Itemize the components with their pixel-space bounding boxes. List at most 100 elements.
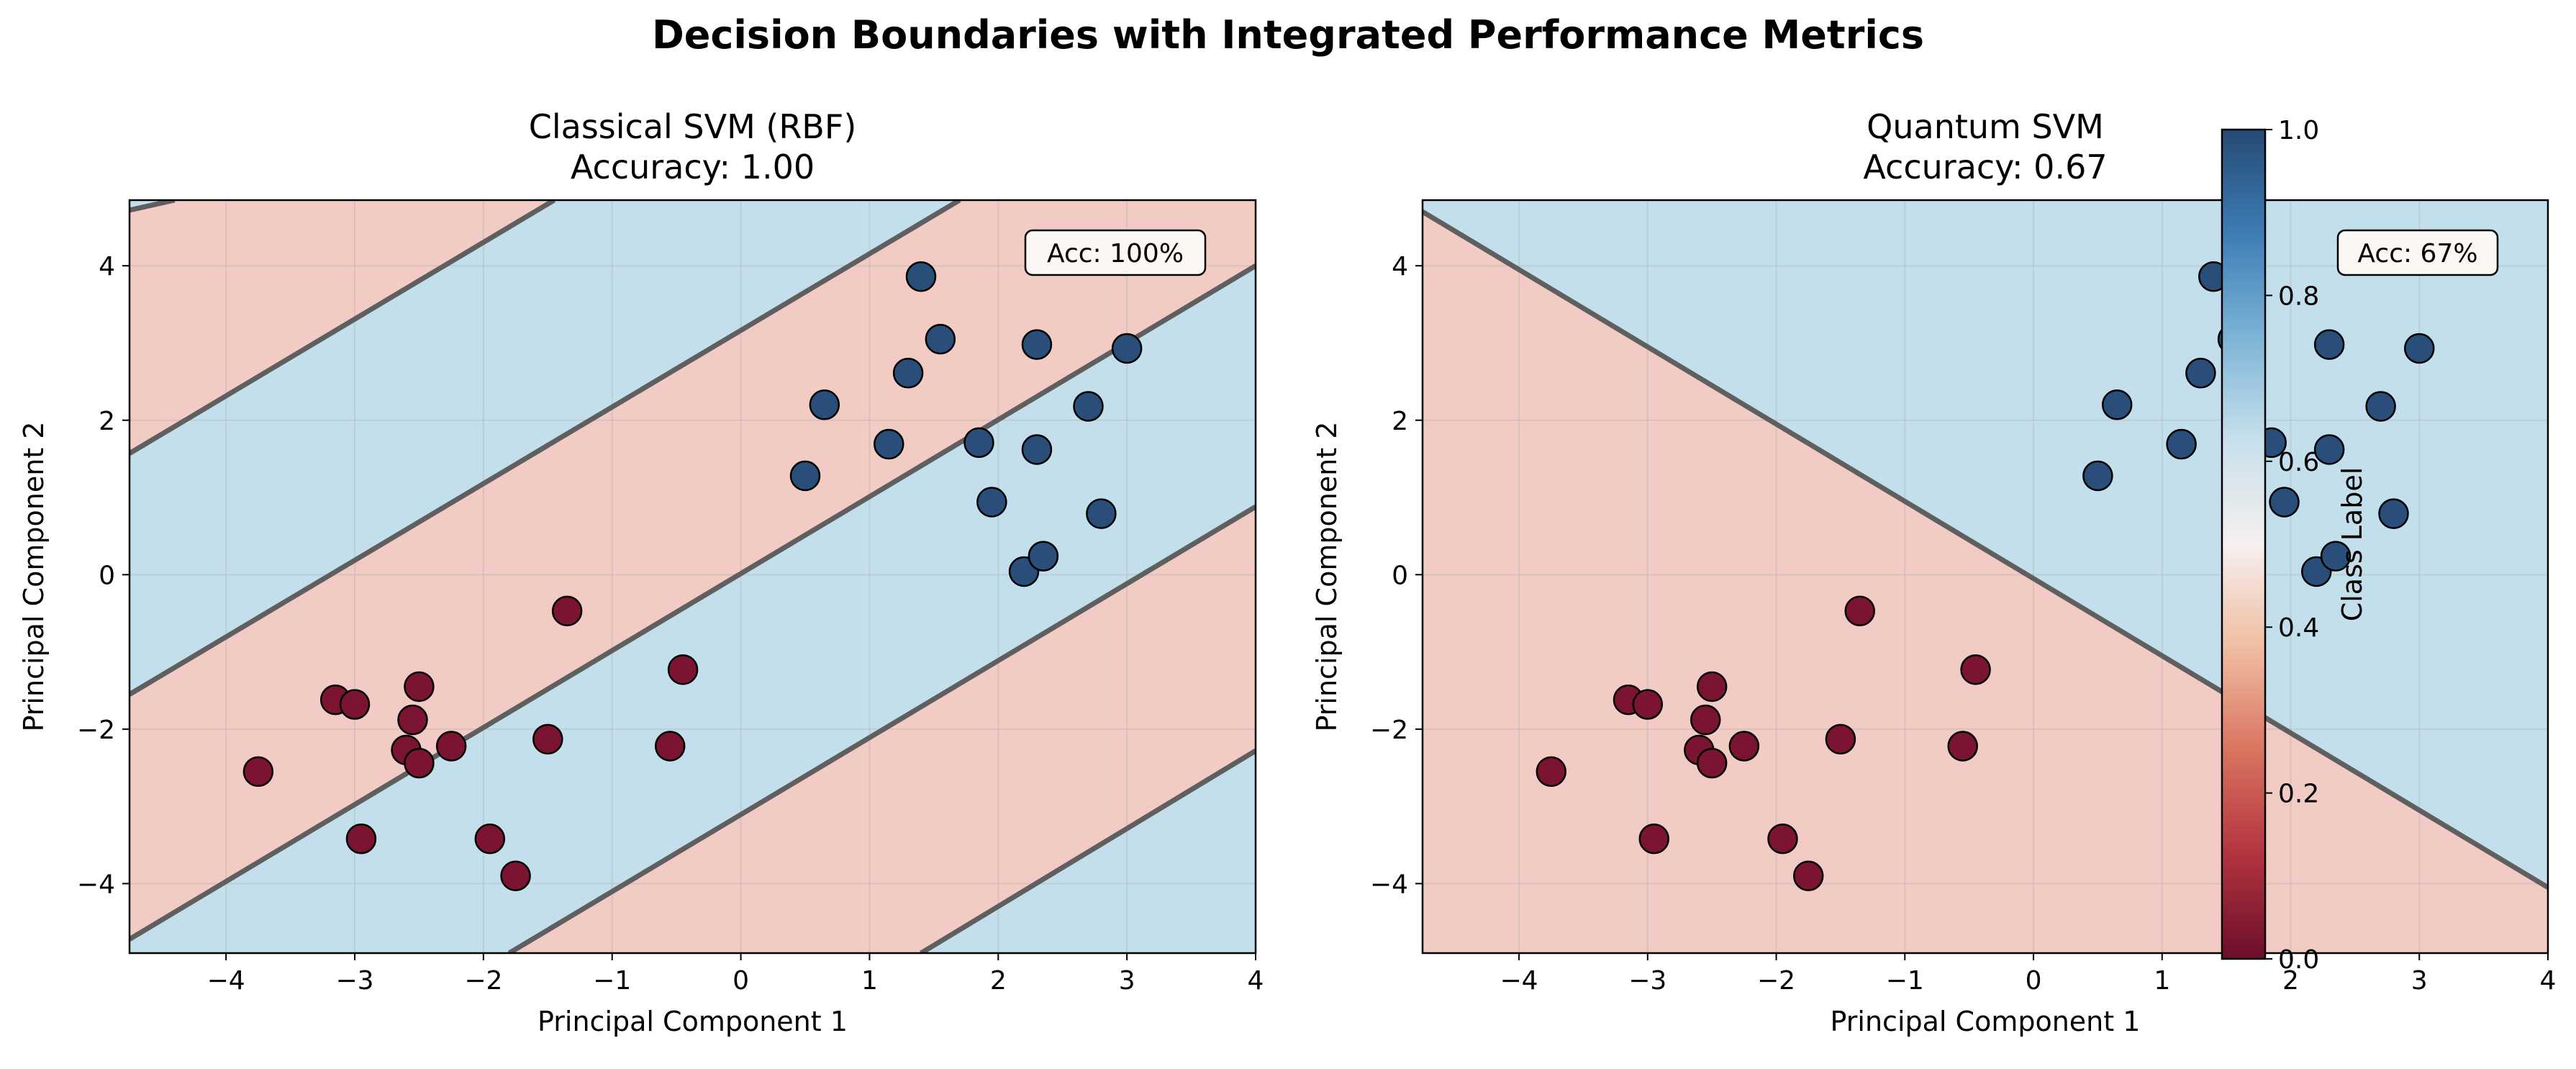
x-tick-label: −3 <box>335 966 373 996</box>
panel-title: Quantum SVM <box>1867 107 2104 146</box>
y-tick-label: −2 <box>77 716 115 745</box>
y-tick-label: 0 <box>1392 561 1408 590</box>
data-point-class1 <box>2166 428 2197 460</box>
colorbar-tick-label: 0.8 <box>2278 281 2319 311</box>
colorbar-label: Class Label <box>2336 467 2368 622</box>
y-axis-label: Principal Component 2 <box>18 422 50 732</box>
axes-frame <box>1421 199 2549 955</box>
colorbar-tick-label: 0.0 <box>2278 945 2319 975</box>
axes-frame <box>128 199 1257 955</box>
panel-title: Classical SVM (RBF) <box>529 107 857 146</box>
decision-boundary <box>130 200 176 213</box>
data-point-class0 <box>1690 704 1721 736</box>
accuracy-annotation-box <box>1024 229 1207 276</box>
x-tick-label: 0 <box>733 966 749 996</box>
data-point-class1 <box>976 487 1007 518</box>
data-point-class1 <box>2269 487 2300 518</box>
y-tick-label: 4 <box>99 252 115 281</box>
data-point-class0 <box>242 756 274 788</box>
decision-boundary <box>920 748 1256 953</box>
data-point-class0 <box>1844 595 1875 626</box>
x-tick-label: 2 <box>990 966 1007 996</box>
data-point-class1 <box>2082 460 2113 492</box>
colorbar-tick-label: 0.4 <box>2278 613 2319 643</box>
data-point-class0 <box>1638 823 1669 854</box>
data-point-class1 <box>2365 391 2396 422</box>
data-point-class0 <box>345 823 377 854</box>
x-tick-label: −3 <box>1628 966 1666 996</box>
data-point-class1 <box>809 389 840 420</box>
x-tick-label: 3 <box>2411 966 2428 996</box>
data-point-class0 <box>532 723 563 755</box>
colorbar-gradient <box>2221 128 2267 960</box>
x-axis-label: Principal Component 1 <box>538 1006 848 1037</box>
y-tick-label: 2 <box>99 407 115 436</box>
data-point-class0 <box>1728 731 1760 762</box>
x-tick-label: 0 <box>2026 966 2042 996</box>
data-point-class0 <box>1696 671 1728 703</box>
panel-subtitle: Accuracy: 0.67 <box>1863 148 2107 186</box>
data-point-class0 <box>404 747 435 779</box>
data-point-class1 <box>2378 498 2409 529</box>
accuracy-annotation: Acc: 67% <box>2357 239 2477 269</box>
colorbar-tick-label: 1.0 <box>2278 116 2319 145</box>
colorbar-tick-label: 0.6 <box>2278 448 2319 477</box>
data-point-class1 <box>2101 389 2133 420</box>
x-tick-label: 3 <box>1119 966 1135 996</box>
y-tick-label: 2 <box>1392 407 1408 436</box>
data-point-class0 <box>1792 860 1824 891</box>
plot-panels: −4 −3 −2 −1 0 1 2 3 4 −4 −2 0 2 4 Principal Component … <box>18 107 2556 1037</box>
data-point-class1 <box>1073 391 1104 422</box>
decision-boundary <box>130 200 556 456</box>
panel-subtitle: Accuracy: 1.00 <box>571 148 815 186</box>
data-point-class1 <box>1021 329 1053 360</box>
plot-area <box>130 200 1256 953</box>
y-axis-label: Principal Component 2 <box>1311 422 1343 732</box>
colorbar-tick-label: 0.2 <box>2278 780 2319 809</box>
y-tick-label: 0 <box>99 561 115 590</box>
data-point-class0 <box>500 860 531 891</box>
data-point-class1 <box>2320 541 2351 572</box>
data-point-class0 <box>654 731 686 762</box>
data-point-class1 <box>789 460 821 492</box>
data-point-class1 <box>963 427 994 459</box>
data-point-class1 <box>2313 329 2345 360</box>
y-tick-label: −4 <box>1370 870 1408 899</box>
accuracy-annotation-box <box>2336 229 2499 276</box>
data-point-class1 <box>2404 333 2435 364</box>
data-point-class0 <box>474 823 506 854</box>
x-tick-label: 4 <box>1248 966 1264 996</box>
x-tick-label: 1 <box>2154 966 2170 996</box>
data-point-class0 <box>1825 723 1856 755</box>
data-point-class1 <box>1111 333 1143 364</box>
x-tick-label: 1 <box>861 966 878 996</box>
x-tick-label: −2 <box>1757 966 1795 996</box>
data-point-class1 <box>1028 541 1059 572</box>
x-tick-label: −1 <box>593 966 631 996</box>
data-point-class0 <box>1960 654 1991 685</box>
x-tick-label: 4 <box>2540 966 2557 996</box>
data-point-class1 <box>925 323 956 355</box>
data-point-class1 <box>874 428 904 460</box>
data-point-class0 <box>339 689 371 720</box>
y-tick-label: 4 <box>1392 252 1408 281</box>
x-axis-label: Principal Component 1 <box>1831 1006 2141 1037</box>
plot-area <box>1423 200 2548 953</box>
x-tick-label: −4 <box>207 966 245 996</box>
data-point-class1 <box>1021 434 1053 465</box>
data-point-class0 <box>397 704 428 736</box>
data-point-class0 <box>1536 756 1566 788</box>
data-point-class1 <box>2185 358 2216 389</box>
colorbar: 0.0 0.2 0.4 0.6 0.8 1.0 Class Label <box>2221 116 2368 975</box>
plot-panel-1: −4 −3 −2 −1 0 1 2 3 4 −4 −2 0 2 4 Principal Component … <box>18 107 1264 1037</box>
data-point-class0 <box>1696 747 1728 779</box>
x-tick-label: −4 <box>1500 966 1538 996</box>
x-tick-label: −1 <box>1886 966 1924 996</box>
data-point-class1 <box>905 261 937 292</box>
plot-panel-2: −4 −3 −2 −1 0 1 2 3 4 −4 −2 0 2 4 Principal Component … <box>1311 107 2556 1037</box>
data-point-class0 <box>1947 731 1978 762</box>
data-point-class0 <box>551 595 583 626</box>
data-point-class1 <box>2313 434 2345 465</box>
data-point-class0 <box>435 731 467 762</box>
